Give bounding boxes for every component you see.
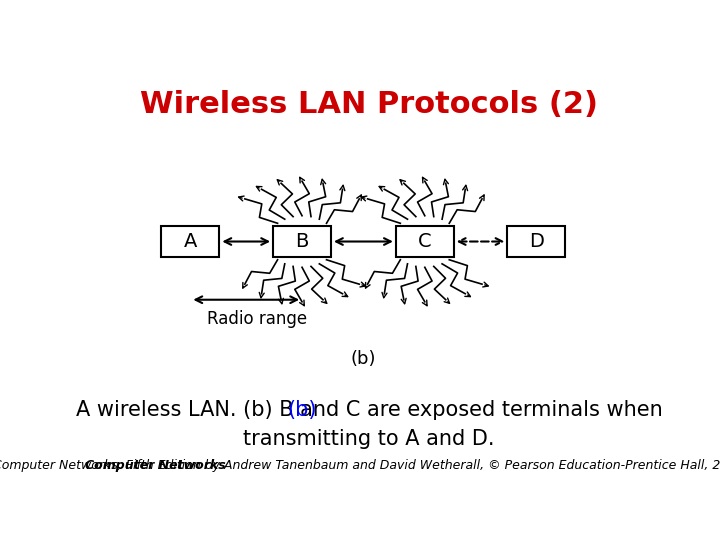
Text: (b): (b) (287, 400, 317, 420)
Text: C: C (418, 232, 431, 251)
Text: A: A (184, 232, 197, 251)
Text: B: B (295, 232, 309, 251)
Text: Wireless LAN Protocols (2): Wireless LAN Protocols (2) (140, 90, 598, 119)
Bar (273, 226, 331, 257)
Bar (161, 226, 220, 257)
Text: Computer Networks: Computer Networks (85, 460, 226, 472)
Text: transmitting to A and D.: transmitting to A and D. (243, 429, 495, 449)
Bar (508, 226, 565, 257)
Text: D: D (529, 232, 544, 251)
Bar (396, 226, 454, 257)
Text: A wireless LAN. (b) B and C are exposed terminals when: A wireless LAN. (b) B and C are exposed … (76, 400, 662, 420)
Text: (b): (b) (351, 349, 376, 368)
Text: Radio range: Radio range (207, 310, 307, 328)
Text: Computer Networks, Fifth Edition by Andrew Tanenbaum and David Wetherall, © Pear: Computer Networks, Fifth Edition by Andr… (0, 460, 720, 472)
